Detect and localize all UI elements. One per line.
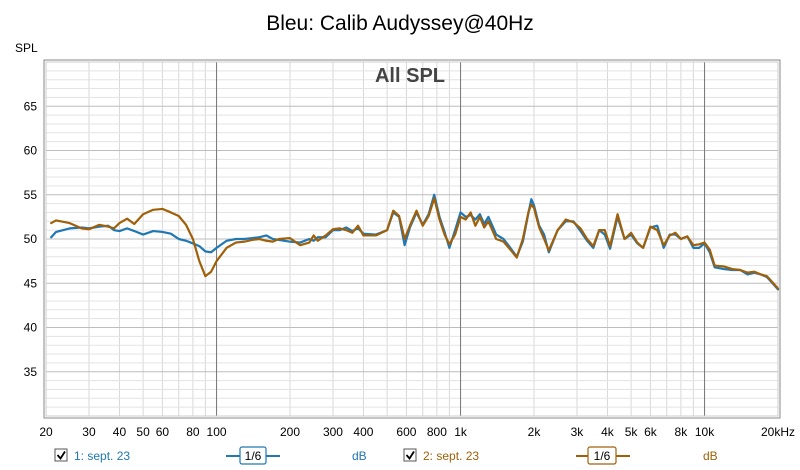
legend-item-1[interactable]: 1: sept. 23 1/6 dB [54, 446, 367, 465]
x-tick-label: 1k [454, 425, 468, 439]
series-line-2 [50, 197, 780, 290]
y-tick-label: 55 [24, 188, 38, 202]
x-tick-label: 300 [323, 425, 343, 439]
x-tick-label: 60 [156, 425, 170, 439]
check-icon [56, 451, 66, 461]
x-tick-label: 30 [82, 425, 96, 439]
x-tick-label: 200 [280, 425, 300, 439]
x-tick-label: 600 [396, 425, 416, 439]
x-tick-label: 10k [695, 425, 715, 439]
x-tick-label: 20kHz [761, 425, 795, 439]
x-tick-label: 800 [427, 425, 447, 439]
y-tick-label: 60 [24, 144, 38, 158]
y-tick-label: 50 [24, 232, 38, 246]
x-tick-label: 100 [207, 425, 227, 439]
y-tick-label: 35 [24, 365, 38, 379]
x-tick-label: 50 [136, 425, 150, 439]
grid-major [216, 62, 706, 416]
x-tick-label: 80 [186, 425, 200, 439]
y-tick-label: 40 [24, 321, 38, 335]
legend-smoothing-2-label: 1/6 [594, 449, 611, 463]
x-tick-label: 40 [113, 425, 127, 439]
y-tick-label: 65 [24, 99, 38, 113]
x-tick-label: 3k [571, 425, 585, 439]
x-tick-label: 2k [528, 425, 542, 439]
legend-item-2[interactable]: 2: sept. 23 1/6 dB [403, 446, 718, 465]
legend-unit-1: dB [352, 449, 367, 463]
x-tick-label: 4k [601, 425, 615, 439]
x-tick-label: 400 [353, 425, 373, 439]
x-axis-ticks: 20 30 40 50 60 80 100 200 300 400 600 800 1k 2k 3k 4k 5k… [39, 425, 795, 439]
legend: 1: sept. 23 1/6 dB 2: sept. 23 1/6 dB [54, 446, 718, 465]
legend-label-1: 1: sept. 23 [74, 449, 130, 463]
plot-border-inner [45, 61, 779, 417]
y-axis-ticks: 35 40 45 50 55 60 65 [24, 99, 38, 379]
grid-minor [46, 62, 778, 416]
y-axis-label: SPL [15, 41, 38, 55]
legend-smoothing-1-label: 1/6 [245, 449, 262, 463]
x-tick-label: 20 [39, 425, 53, 439]
x-tick-label: 8k [675, 425, 689, 439]
legend-label-2: 2: sept. 23 [423, 449, 479, 463]
chart-subtitle: All SPL [375, 65, 445, 87]
chart-title: Bleu: Calib Audyssey@40Hz [266, 12, 534, 35]
y-tick-label: 45 [24, 276, 38, 290]
check-icon [405, 451, 415, 461]
series-layer [50, 193, 780, 291]
x-tick-label: 5k [625, 425, 639, 439]
x-tick-label: 6k [644, 425, 658, 439]
legend-unit-2: dB [703, 449, 718, 463]
